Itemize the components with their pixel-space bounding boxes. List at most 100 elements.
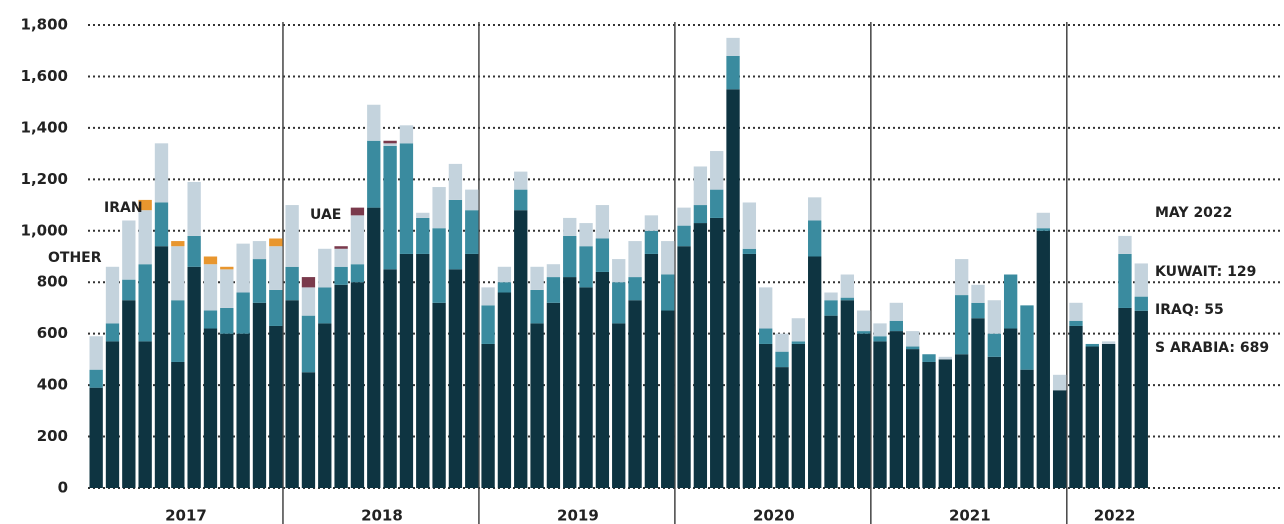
bar-segment	[595, 238, 610, 272]
bar-segment	[89, 369, 103, 388]
bar-segment	[203, 256, 218, 265]
bar-segment	[954, 259, 969, 296]
bar-segment	[514, 189, 528, 211]
bar-segment	[122, 300, 136, 488]
bar-segment	[987, 333, 1001, 357]
bar-segment	[1020, 369, 1034, 488]
bar-segment	[301, 277, 316, 288]
bar-segment	[301, 287, 316, 316]
bar-segment	[1101, 341, 1116, 344]
bar-segment	[1036, 212, 1050, 229]
bar-segment	[759, 287, 773, 329]
bar-segment	[628, 277, 642, 301]
bar-segment	[1085, 343, 1099, 347]
bar-segment	[677, 225, 691, 247]
bar-segment	[791, 318, 806, 342]
bar-segment	[269, 246, 283, 290]
bar-segment	[203, 310, 218, 329]
bar-segment	[889, 320, 903, 332]
bar-segment	[775, 351, 789, 368]
bar-segment	[383, 140, 397, 144]
bar-segment	[399, 143, 414, 254]
y-tick-label: 600	[37, 324, 68, 342]
y-tick-label: 1,000	[21, 221, 68, 239]
bar-segment	[710, 151, 724, 190]
bar-segment	[612, 259, 626, 283]
bar-segment	[579, 287, 593, 488]
bar-segment	[350, 264, 365, 283]
bar-segment	[710, 189, 724, 218]
bar-segment	[1069, 325, 1083, 488]
bar-segment	[579, 223, 593, 247]
annotation: S ARABIA: 689	[1155, 340, 1269, 356]
bar-segment	[416, 253, 430, 488]
bar-segment	[954, 295, 969, 355]
bar-segment	[1101, 343, 1116, 488]
bar-segment	[367, 207, 381, 488]
bar-segment	[595, 205, 610, 239]
bar-segment	[563, 235, 577, 278]
bar-segment	[906, 349, 920, 488]
bar-segment	[220, 333, 234, 488]
bar-segment	[922, 354, 936, 362]
bar-segment	[269, 289, 283, 326]
bar-segment	[726, 89, 740, 489]
bar-segment	[187, 266, 201, 488]
bar-segment	[465, 210, 479, 254]
bar-segment	[154, 143, 169, 203]
y-tick-label: 800	[37, 273, 68, 291]
x-year-label: 2019	[557, 507, 599, 524]
bar-segment	[138, 264, 152, 342]
bar-segment	[432, 187, 446, 229]
bar-segment	[448, 163, 463, 200]
bar-segment	[808, 197, 822, 221]
bar-segment	[1052, 374, 1067, 391]
bar-segment	[530, 266, 544, 290]
bar-segment	[791, 343, 806, 488]
bar-segment	[889, 302, 903, 321]
bar-segment	[873, 323, 887, 337]
bar-segment	[1134, 310, 1148, 488]
bar-segment	[873, 336, 887, 342]
bar-segment	[481, 305, 495, 344]
bar-segment	[563, 217, 577, 236]
bar-segment	[334, 246, 348, 249]
bar-segment	[220, 307, 234, 334]
bar-segment	[742, 253, 757, 488]
bar-segment	[171, 361, 185, 488]
bar-segment	[840, 274, 855, 298]
bar-segment	[285, 266, 299, 301]
bar-segment	[252, 259, 267, 303]
bar-segment	[1118, 307, 1132, 488]
bar-segment	[759, 328, 773, 344]
bar-segment	[236, 292, 250, 334]
bar-segment	[840, 300, 855, 488]
bar-segment	[1052, 390, 1067, 488]
bar-segment	[416, 217, 430, 254]
bar-segment	[383, 143, 397, 146]
bar-segment	[301, 315, 316, 373]
bar-segment	[236, 243, 250, 293]
x-year-label: 2018	[361, 507, 403, 524]
bar-segment	[318, 248, 332, 288]
bar-segment	[1003, 328, 1018, 488]
bar-segment	[514, 210, 528, 488]
annotation: OTHER	[48, 250, 102, 266]
bar-segment	[105, 323, 120, 342]
bar-segment	[775, 333, 789, 352]
bar-segment	[122, 279, 136, 301]
bar-segment	[677, 246, 691, 488]
bar-segment	[726, 37, 740, 56]
bar-segment	[1036, 228, 1050, 231]
bar-segment	[367, 140, 381, 208]
bar-segment	[1003, 274, 1018, 329]
bar-segment	[89, 387, 103, 488]
bar-segment	[432, 302, 446, 488]
bar-segment	[938, 356, 952, 360]
x-year-label: 2022	[1094, 507, 1136, 524]
bar-segment	[497, 282, 512, 293]
annotation: IRAQ: 55	[1155, 302, 1224, 318]
bar-segment	[579, 246, 593, 288]
bar-segment	[350, 207, 365, 216]
bar-segment	[906, 331, 920, 347]
